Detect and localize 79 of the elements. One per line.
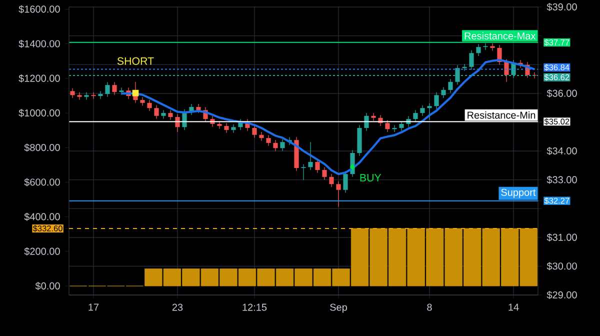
y-tick-label: $30.00 — [546, 262, 577, 270]
x-tick-label: 17 — [88, 304, 99, 311]
candlestick — [105, 82, 110, 98]
candlestick — [154, 104, 159, 120]
y-tick-label: $36.00 — [546, 89, 577, 98]
y-tick-label: $1000.00 — [18, 108, 60, 118]
candlestick — [224, 122, 229, 134]
x-tick-label: 23 — [172, 304, 183, 311]
candlestick — [469, 50, 474, 70]
candlestick — [462, 64, 467, 72]
candlestick — [273, 140, 278, 152]
y-tick-label: $332.60 — [32, 225, 62, 232]
x-tick-label: Sep — [330, 304, 347, 313]
candlestick — [392, 124, 397, 132]
text: SHORT — [117, 57, 154, 65]
y-tick-label: $800.00 — [24, 144, 60, 152]
candlestick — [420, 104, 425, 116]
candlestick — [385, 120, 390, 132]
y-tick-label: $1400.00 — [18, 40, 60, 48]
candlestick — [301, 164, 306, 180]
y-tick-label: $33.00 — [546, 176, 577, 184]
y-tick-label: $36.62 — [544, 74, 570, 81]
candlestick — [231, 124, 236, 134]
y-tick-label: $1600.00 — [18, 5, 60, 14]
candlestick — [322, 166, 327, 180]
x-tick-label: 14 — [508, 304, 519, 311]
candlestick — [364, 112, 369, 132]
candlestick — [84, 92, 89, 100]
candlestick — [77, 92, 82, 100]
candlestick — [133, 82, 138, 104]
candlestick — [161, 110, 166, 120]
candlestick — [280, 138, 285, 152]
y-tick-label: $1200.00 — [18, 74, 60, 82]
y-tick-label: $36.84 — [544, 64, 570, 71]
candlestick — [434, 92, 439, 110]
ref-line-label: Support — [501, 188, 536, 198]
candlestick — [308, 142, 313, 170]
candlestick — [175, 114, 180, 132]
candlestick — [147, 100, 152, 112]
candlestick — [168, 110, 173, 120]
candlestick — [336, 180, 341, 208]
candlestick — [315, 158, 320, 174]
y-tick-label: $600.00 — [24, 178, 60, 186]
candlestick — [413, 110, 418, 122]
candlestick — [140, 96, 145, 106]
x-tick-label: 12:15 — [242, 304, 267, 311]
candlestick — [490, 42, 495, 52]
y-tick-label: $39.00 — [546, 2, 577, 12]
candlestick — [112, 82, 117, 96]
y-tick-label: $32.27 — [544, 197, 570, 204]
ref-line-label: Resistance-Min — [468, 111, 536, 119]
candlestick — [329, 174, 334, 188]
y-tick-label: $200.00 — [24, 247, 60, 256]
candlestick — [259, 132, 264, 142]
candlestick — [91, 92, 96, 100]
candlestick — [119, 87, 124, 96]
candlestick — [343, 170, 348, 194]
candlestick — [217, 120, 222, 130]
candlestick — [441, 86, 446, 98]
candlestick — [70, 88, 75, 98]
y-tick-label: $34.00 — [546, 146, 577, 156]
y-tick-label: $29.00 — [546, 290, 577, 300]
candlestick — [399, 120, 404, 132]
y-tick-label: $0.00 — [35, 282, 60, 290]
candlestick — [427, 102, 432, 120]
candlestick — [476, 44, 481, 56]
candlestick — [448, 78, 453, 94]
candlestick — [266, 134, 271, 146]
series-label: BUY — [360, 174, 382, 182]
y-tick-label: $35.02 — [544, 118, 570, 125]
x-tick-label: 8 — [427, 304, 432, 311]
y-tick-label: $400.00 — [24, 212, 60, 221]
candlestick — [252, 124, 257, 138]
candlestick — [98, 90, 103, 100]
y-tick-label: $31.00 — [546, 233, 577, 242]
candlestick — [483, 42, 488, 50]
ref-line-label: Resistance-Max — [464, 32, 536, 40]
y-tick-label: $37.77 — [544, 39, 570, 46]
candlestick — [371, 112, 376, 122]
